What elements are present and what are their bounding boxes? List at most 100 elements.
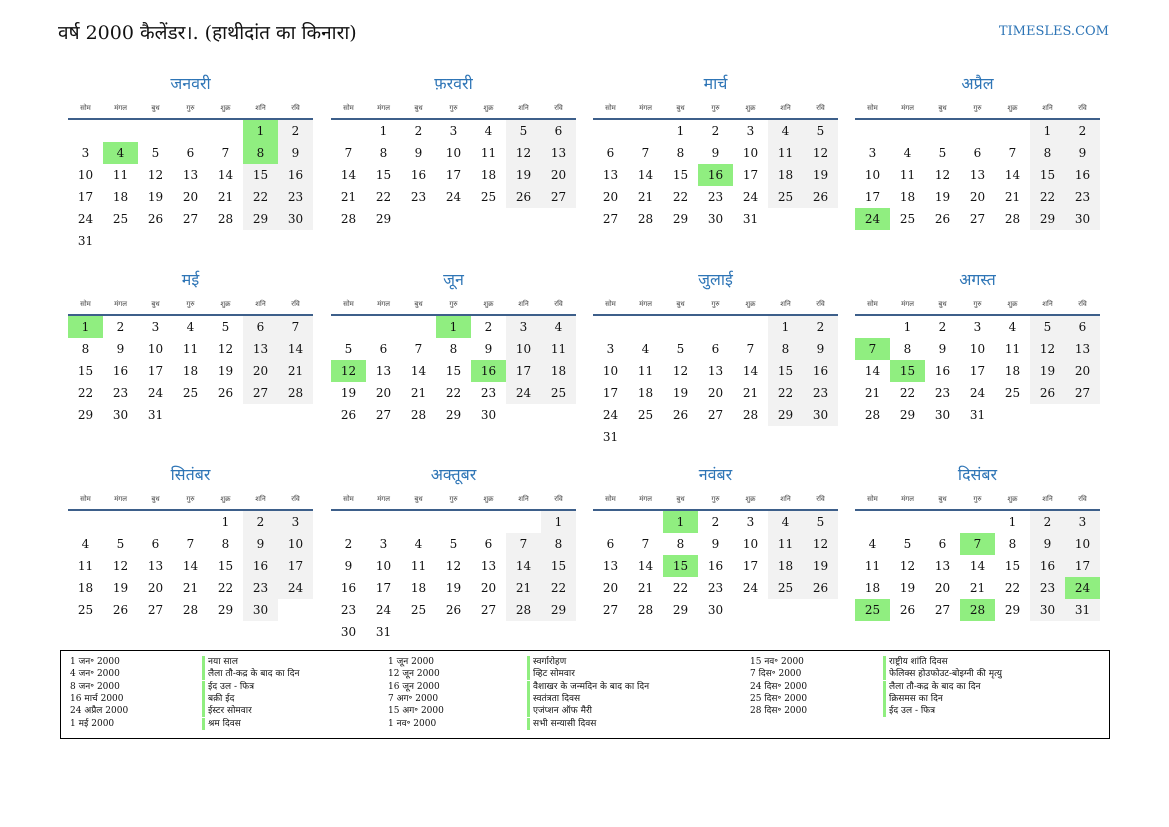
- day-cell: 7: [855, 338, 890, 360]
- day-cell: 2: [1030, 511, 1065, 533]
- day-cell: 16: [410, 168, 427, 182]
- header-rule: [331, 314, 576, 316]
- day-cell: 11: [637, 364, 654, 378]
- header-rule: [593, 118, 838, 120]
- weekday-label: रवि: [291, 300, 300, 308]
- day-cell: 5: [676, 342, 685, 356]
- day-cell: 13: [541, 142, 576, 164]
- day-cell: 16: [340, 581, 357, 595]
- holiday-name: फेलिक्स होउफोउट-बोइग्नी की मृत्यु: [883, 668, 1002, 681]
- day-cell: 24: [147, 386, 164, 400]
- weekday-label: गुरु: [449, 300, 458, 308]
- day-cell: 31: [1065, 599, 1100, 621]
- day-cell: 4: [414, 537, 423, 551]
- weekday-label: शुक्र: [1007, 495, 1018, 503]
- day-cell: 5: [151, 146, 160, 160]
- day-cell: 9: [938, 342, 947, 356]
- holiday-name: राष्ट्रीय शांति दिवस: [883, 656, 948, 668]
- weekday-label: शनि: [255, 104, 266, 112]
- weekday-label: बुध: [151, 300, 160, 308]
- day-cell: 4: [1008, 320, 1017, 334]
- site-link[interactable]: TIMESLES.COM: [998, 24, 1109, 39]
- day-cell: 6: [151, 537, 160, 551]
- day-cell: 13: [480, 559, 497, 573]
- day-cell: 31: [742, 212, 759, 226]
- day-cell: 13: [934, 559, 951, 573]
- day-cell: 13: [147, 559, 164, 573]
- weekday-label: रवि: [1078, 495, 1087, 503]
- day-cell: 12: [803, 142, 838, 164]
- day-cell: 21: [637, 581, 654, 595]
- day-cell: 17: [375, 581, 392, 595]
- day-cell: 2: [116, 320, 125, 334]
- day-cell: 9: [344, 559, 353, 573]
- day-cell: 16: [707, 559, 724, 573]
- day-cell: 15: [890, 360, 925, 382]
- day-cell: 4: [868, 537, 877, 551]
- weekday-label: मंगल: [639, 495, 652, 503]
- day-cell: 16: [471, 360, 506, 382]
- weekday-label: मंगल: [901, 104, 914, 112]
- day-cell: 18: [1004, 364, 1021, 378]
- weekday-label: शनि: [780, 104, 791, 112]
- day-cell: 18: [77, 581, 94, 595]
- day-cell: 12: [331, 360, 366, 382]
- day-cell: 30: [1030, 599, 1065, 621]
- day-cell: 25: [637, 408, 654, 422]
- day-cell: 24: [742, 581, 759, 595]
- weekday-label: सोम: [605, 300, 616, 308]
- day-cell: 29: [899, 408, 916, 422]
- weekday-label: रवि: [554, 104, 563, 112]
- day-cell: 12: [1030, 338, 1065, 360]
- day-cell: 4: [903, 146, 912, 160]
- weekday-label: शुक्र: [220, 300, 231, 308]
- day-cell: 25: [77, 603, 94, 617]
- day-cell: 12: [803, 533, 838, 555]
- day-cell: 11: [480, 146, 497, 160]
- day-cell: 18: [899, 190, 916, 204]
- day-cell: 1: [243, 120, 278, 142]
- header-rule: [855, 118, 1100, 120]
- weekday-label: बुध: [938, 495, 947, 503]
- weekday-label: बुध: [414, 300, 423, 308]
- holiday-date: 1 जन॰ 2000: [70, 657, 120, 667]
- day-cell: 5: [506, 120, 541, 142]
- day-cell: 21: [340, 190, 357, 204]
- day-cell: 11: [77, 559, 94, 573]
- day-cell: 22: [672, 190, 689, 204]
- day-cell: 22: [1030, 186, 1065, 208]
- day-cell: 10: [278, 533, 313, 555]
- weekday-label: शनि: [518, 495, 529, 503]
- day-cell: 24: [77, 212, 94, 226]
- day-cell: 30: [112, 408, 129, 422]
- day-cell: 15: [663, 555, 698, 577]
- weekday-label: रवि: [816, 104, 825, 112]
- day-cell: 20: [1065, 360, 1100, 382]
- day-cell: 14: [1004, 168, 1021, 182]
- day-cell: 3: [506, 316, 541, 338]
- day-cell: 18: [864, 581, 881, 595]
- day-cell: 20: [480, 581, 497, 595]
- day-cell: 20: [707, 386, 724, 400]
- day-cell: 18: [480, 168, 497, 182]
- weekday-label: शनि: [518, 300, 529, 308]
- day-cell: 3: [606, 342, 615, 356]
- day-cell: 7: [1008, 146, 1017, 160]
- weekday-label: सोम: [343, 300, 354, 308]
- month-name: जून: [443, 270, 464, 289]
- day-cell: 2: [938, 320, 947, 334]
- day-cell: 22: [768, 382, 803, 404]
- day-cell: 1: [1008, 515, 1017, 529]
- day-cell: 8: [903, 342, 912, 356]
- day-cell: 19: [506, 164, 541, 186]
- day-cell: 18: [637, 386, 654, 400]
- day-cell: 11: [768, 533, 803, 555]
- weekday-label: शुक्र: [1007, 300, 1018, 308]
- weekday-label: सोम: [867, 104, 878, 112]
- weekday-label: शुक्र: [483, 104, 494, 112]
- day-cell: 25: [899, 212, 916, 226]
- day-cell: 28: [960, 599, 995, 621]
- day-cell: 10: [375, 559, 392, 573]
- holiday-date: 15 नव॰ 2000: [750, 657, 804, 667]
- holiday-date: 1 जून 2000: [388, 657, 435, 667]
